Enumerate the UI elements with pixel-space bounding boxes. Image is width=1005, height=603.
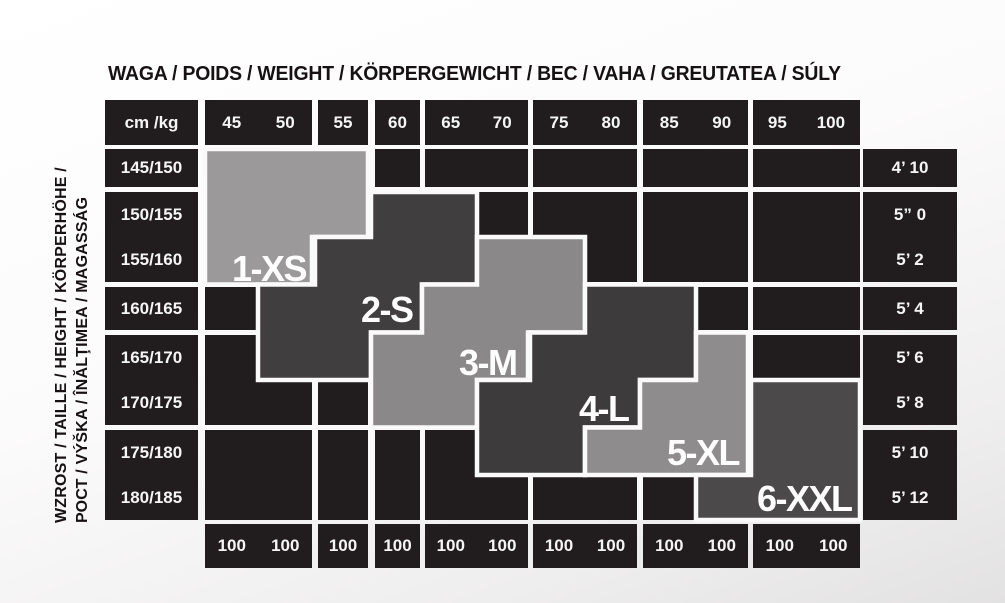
kg-tick: 90 — [712, 112, 732, 132]
size-region-1xs — [202, 146, 371, 287]
denier-cell-6: 100 100 — [643, 524, 748, 568]
cm-tick: 145/150 — [120, 158, 183, 177]
kg-tick: 85 — [659, 112, 679, 132]
denier-value: 100 — [596, 536, 626, 555]
denier-value: 100 — [217, 536, 246, 555]
weight-axis-title: WAGA / POIDS / WEIGHT / KÖRPERGEWICHT / … — [108, 63, 841, 85]
cm-row-cell-145-150: 145/150 — [105, 149, 198, 187]
denier-value: 100 — [271, 536, 300, 555]
denier-cell-5: 100 100 — [533, 524, 637, 568]
kg-tick: 70 — [492, 112, 512, 132]
kg-tick: 100 — [816, 112, 846, 132]
ft-row-cell-1: 4’ 10 — [863, 149, 957, 187]
denier-cell-4: 100 100 — [425, 524, 528, 568]
cm-row-cell-165-175: 165/170 170/175 — [105, 335, 198, 425]
ft-tick: 5’ 2 — [896, 249, 924, 269]
size-region-6xxl — [693, 377, 863, 523]
size-label-6xxl: 6-XXL — [757, 478, 852, 519]
denier-value: 100 — [765, 536, 794, 555]
size-label-3m: 3-M — [459, 342, 517, 383]
cm-row-cell-160-165: 160/165 — [105, 287, 198, 330]
denier-cell-2: 100 — [318, 524, 368, 568]
cm-row-cell-175-185: 175/180 180/185 — [105, 430, 198, 520]
cm-tick: 175/180 — [120, 442, 183, 462]
cm-tick: 180/185 — [120, 487, 183, 507]
size-label-4l: 4-L — [579, 388, 629, 429]
kg-tick: 50 — [275, 112, 295, 132]
kg-tick: 95 — [767, 112, 787, 132]
cm-tick: 165/170 — [120, 347, 183, 367]
kg-tick: 80 — [601, 112, 621, 132]
ft-tick: 5” 0 — [893, 204, 927, 224]
ft-tick: 5’ 4 — [896, 298, 924, 318]
denier-cell-3: 100 — [375, 524, 420, 568]
denier-value: 100 — [328, 536, 358, 555]
kg-header-cell-60: 60 — [375, 100, 420, 145]
cm-tick: 160/165 — [120, 298, 183, 318]
denier-value: 100 — [488, 536, 517, 555]
denier-value: 100 — [819, 536, 848, 555]
cm-tick: 170/175 — [120, 392, 183, 412]
cm-tick: 155/160 — [120, 249, 183, 269]
denier-value: 100 — [383, 536, 412, 555]
kg-header-cell-65-70: 65 70 — [425, 100, 528, 145]
size-label-1xs: 1-XS — [232, 248, 307, 289]
kg-tick: 55 — [333, 112, 353, 132]
kg-tick: 60 — [388, 112, 407, 132]
size-region-5xl — [582, 330, 751, 478]
kg-tick: 65 — [441, 112, 461, 132]
denier-value: 100 — [544, 536, 574, 555]
kg-header-cell-95-100: 95 100 — [753, 100, 860, 145]
kg-header-cell-55: 55 — [318, 100, 368, 145]
kg-tick: 45 — [222, 112, 242, 132]
denier-cell-7: 100 100 — [753, 524, 860, 568]
ft-row-cell-3: 5’ 4 — [863, 287, 957, 330]
denier-value: 100 — [655, 536, 684, 555]
denier-cell-1: 100 100 — [205, 524, 312, 568]
ft-tick: 5’ 8 — [896, 392, 924, 412]
ft-tick: 5’ 10 — [891, 442, 929, 462]
ft-tick: 4’ 10 — [891, 158, 929, 177]
size-label-2s: 2-S — [361, 289, 413, 330]
denier-value: 100 — [436, 536, 465, 555]
ft-row-cell-4: 5’ 6 5’ 8 — [863, 335, 957, 425]
size-label-5xl: 5-XL — [667, 432, 740, 473]
kg-header-cell-75-80: 75 80 — [533, 100, 637, 145]
ft-row-cell-2: 5” 0 5’ 2 — [863, 192, 957, 282]
gridline-h1 — [205, 187, 860, 192]
corner-cell-cm-kg: cm /kg — [105, 100, 198, 145]
ft-tick: 5’ 6 — [896, 347, 924, 367]
denier-value: 100 — [707, 536, 736, 555]
kg-header-cell-45-50: 45 50 — [205, 100, 312, 145]
cm-tick: 150/155 — [120, 204, 183, 224]
cm-row-cell-150-160: 150/155 155/160 — [105, 192, 198, 282]
ft-row-cell-5: 5’ 10 5’ 12 — [863, 430, 957, 520]
kg-header-cell-85-90: 85 90 — [643, 100, 748, 145]
ft-tick: 5’ 12 — [891, 487, 929, 507]
kg-tick: 75 — [549, 112, 569, 132]
